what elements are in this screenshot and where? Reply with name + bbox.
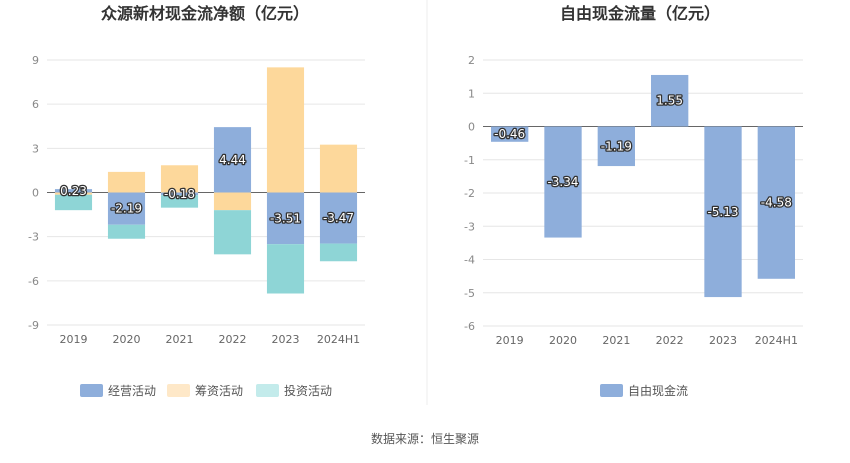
bar-operating-2023[interactable] bbox=[266, 192, 305, 245]
x-tick-label: 2019 bbox=[60, 333, 88, 346]
y-tick-label: 2 bbox=[468, 54, 475, 67]
bar-operating-2021[interactable] bbox=[160, 192, 199, 196]
bar-investing-2021[interactable] bbox=[160, 195, 199, 208]
bar-operating-2019[interactable] bbox=[54, 189, 93, 193]
legend-swatch-free-cash-flow bbox=[600, 384, 623, 397]
bar-investing-2023[interactable] bbox=[266, 244, 305, 294]
bar-free-cash-flow-2019[interactable] bbox=[491, 126, 529, 142]
left-chart-title: 众源新材现金流净额（亿元） bbox=[101, 4, 309, 23]
source-note: 数据来源：恒生聚源 bbox=[371, 431, 479, 446]
legend-label-operating: 经营活动 bbox=[108, 384, 156, 398]
y-tick-label: 0 bbox=[32, 187, 39, 200]
legend-swatch-investing bbox=[256, 384, 279, 397]
data-label: -4.58 bbox=[761, 196, 792, 210]
x-tick-label: 2022 bbox=[656, 334, 684, 347]
legend-label-investing: 投资活动 bbox=[284, 383, 332, 398]
legend-label-financing: 筹资活动 bbox=[195, 384, 243, 398]
left-legend: 经营活动 筹资活动 投资活动 bbox=[80, 383, 332, 398]
legend-item-free-cash-flow[interactable]: 自由现金流 bbox=[600, 383, 688, 398]
y-tick-label: 9 bbox=[32, 54, 39, 67]
legend-swatch-financing bbox=[167, 384, 190, 397]
legend-swatch-operating bbox=[80, 384, 103, 397]
x-tick-label: 2024H1 bbox=[755, 334, 798, 347]
bar-investing-2024H1[interactable] bbox=[319, 243, 358, 262]
bar-operating-2022[interactable] bbox=[213, 127, 252, 193]
y-tick-label: -6 bbox=[464, 320, 475, 333]
bar-free-cash-flow-2020[interactable] bbox=[544, 126, 582, 238]
right-chart-title: 自由现金流量（亿元） bbox=[560, 4, 720, 23]
bar-operating-2024H1[interactable] bbox=[319, 192, 358, 244]
x-tick-label: 2020 bbox=[113, 333, 141, 346]
data-label: 4.44 bbox=[219, 153, 246, 167]
left-plot-area: 9 6 3 0 -3 -6 -9 2019 2020 2021 2022 2023 2024H1 0.23… bbox=[28, 54, 365, 346]
x-tick-label: 2019 bbox=[496, 334, 524, 347]
y-tick-label: -6 bbox=[28, 275, 39, 288]
x-tick-label: 2024H1 bbox=[317, 333, 360, 346]
y-tick-label: -5 bbox=[464, 287, 475, 300]
bar-financing-2020[interactable] bbox=[107, 171, 146, 193]
bar-investing-2022[interactable] bbox=[213, 210, 252, 255]
bar-financing-2021[interactable] bbox=[160, 165, 199, 193]
legend-item-operating[interactable]: 经营活动 bbox=[80, 384, 156, 398]
legend-label-free-cash-flow: 自由现金流 bbox=[628, 383, 688, 398]
right-legend: 自由现金流 bbox=[600, 383, 688, 398]
data-label: -0.46 bbox=[494, 127, 525, 141]
x-tick-label: 2021 bbox=[166, 333, 194, 346]
bar-free-cash-flow-2024H1[interactable] bbox=[757, 126, 795, 279]
x-tick-label: 2023 bbox=[272, 333, 300, 346]
x-tick-label: 2023 bbox=[709, 334, 737, 347]
y-tick-label: -3 bbox=[28, 231, 39, 244]
y-tick-label: 3 bbox=[32, 142, 39, 155]
x-tick-label: 2021 bbox=[602, 334, 630, 347]
data-label: -3.34 bbox=[547, 175, 578, 189]
bar-free-cash-flow-2022[interactable] bbox=[651, 74, 689, 127]
x-tick-label: 2022 bbox=[219, 333, 247, 346]
x-tick-label: 2020 bbox=[549, 334, 577, 347]
bar-free-cash-flow-2023[interactable] bbox=[704, 126, 742, 298]
data-label: -0.18 bbox=[164, 187, 195, 201]
legend-item-investing[interactable]: 投资活动 bbox=[256, 383, 332, 398]
data-label: -3.47 bbox=[323, 211, 354, 225]
bar-free-cash-flow-2021[interactable] bbox=[597, 126, 635, 167]
bar-financing-2024H1[interactable] bbox=[319, 144, 358, 193]
data-label: -3.51 bbox=[270, 211, 301, 225]
bar-operating-2020[interactable] bbox=[107, 192, 146, 225]
data-label: -5.13 bbox=[707, 205, 738, 219]
right-plot-area: 2 1 0 -1 -2 -3 -4 -5 -6 2019 2020 2021 2022 2023 2024H… bbox=[464, 54, 803, 347]
y-tick-label: -3 bbox=[464, 220, 475, 233]
data-label: 1.55 bbox=[656, 94, 683, 108]
bar-financing-2019[interactable] bbox=[54, 192, 93, 195]
y-tick-label: -9 bbox=[28, 319, 39, 332]
bar-financing-2022[interactable] bbox=[213, 192, 252, 211]
bar-investing-2020[interactable] bbox=[107, 224, 146, 239]
y-tick-label: 1 bbox=[468, 87, 475, 100]
bar-financing-2023[interactable] bbox=[266, 67, 305, 193]
legend-item-financing[interactable]: 筹资活动 bbox=[167, 384, 243, 398]
y-tick-label: -4 bbox=[464, 254, 475, 267]
y-tick-label: 0 bbox=[468, 121, 475, 134]
data-label: -1.19 bbox=[601, 139, 632, 153]
y-tick-label: 6 bbox=[32, 98, 39, 111]
y-tick-label: -1 bbox=[464, 154, 475, 167]
bar-investing-2019[interactable] bbox=[54, 194, 93, 211]
y-tick-label: -2 bbox=[464, 187, 475, 200]
data-label: 0.23 bbox=[60, 184, 87, 198]
data-label: -2.19 bbox=[111, 202, 142, 216]
